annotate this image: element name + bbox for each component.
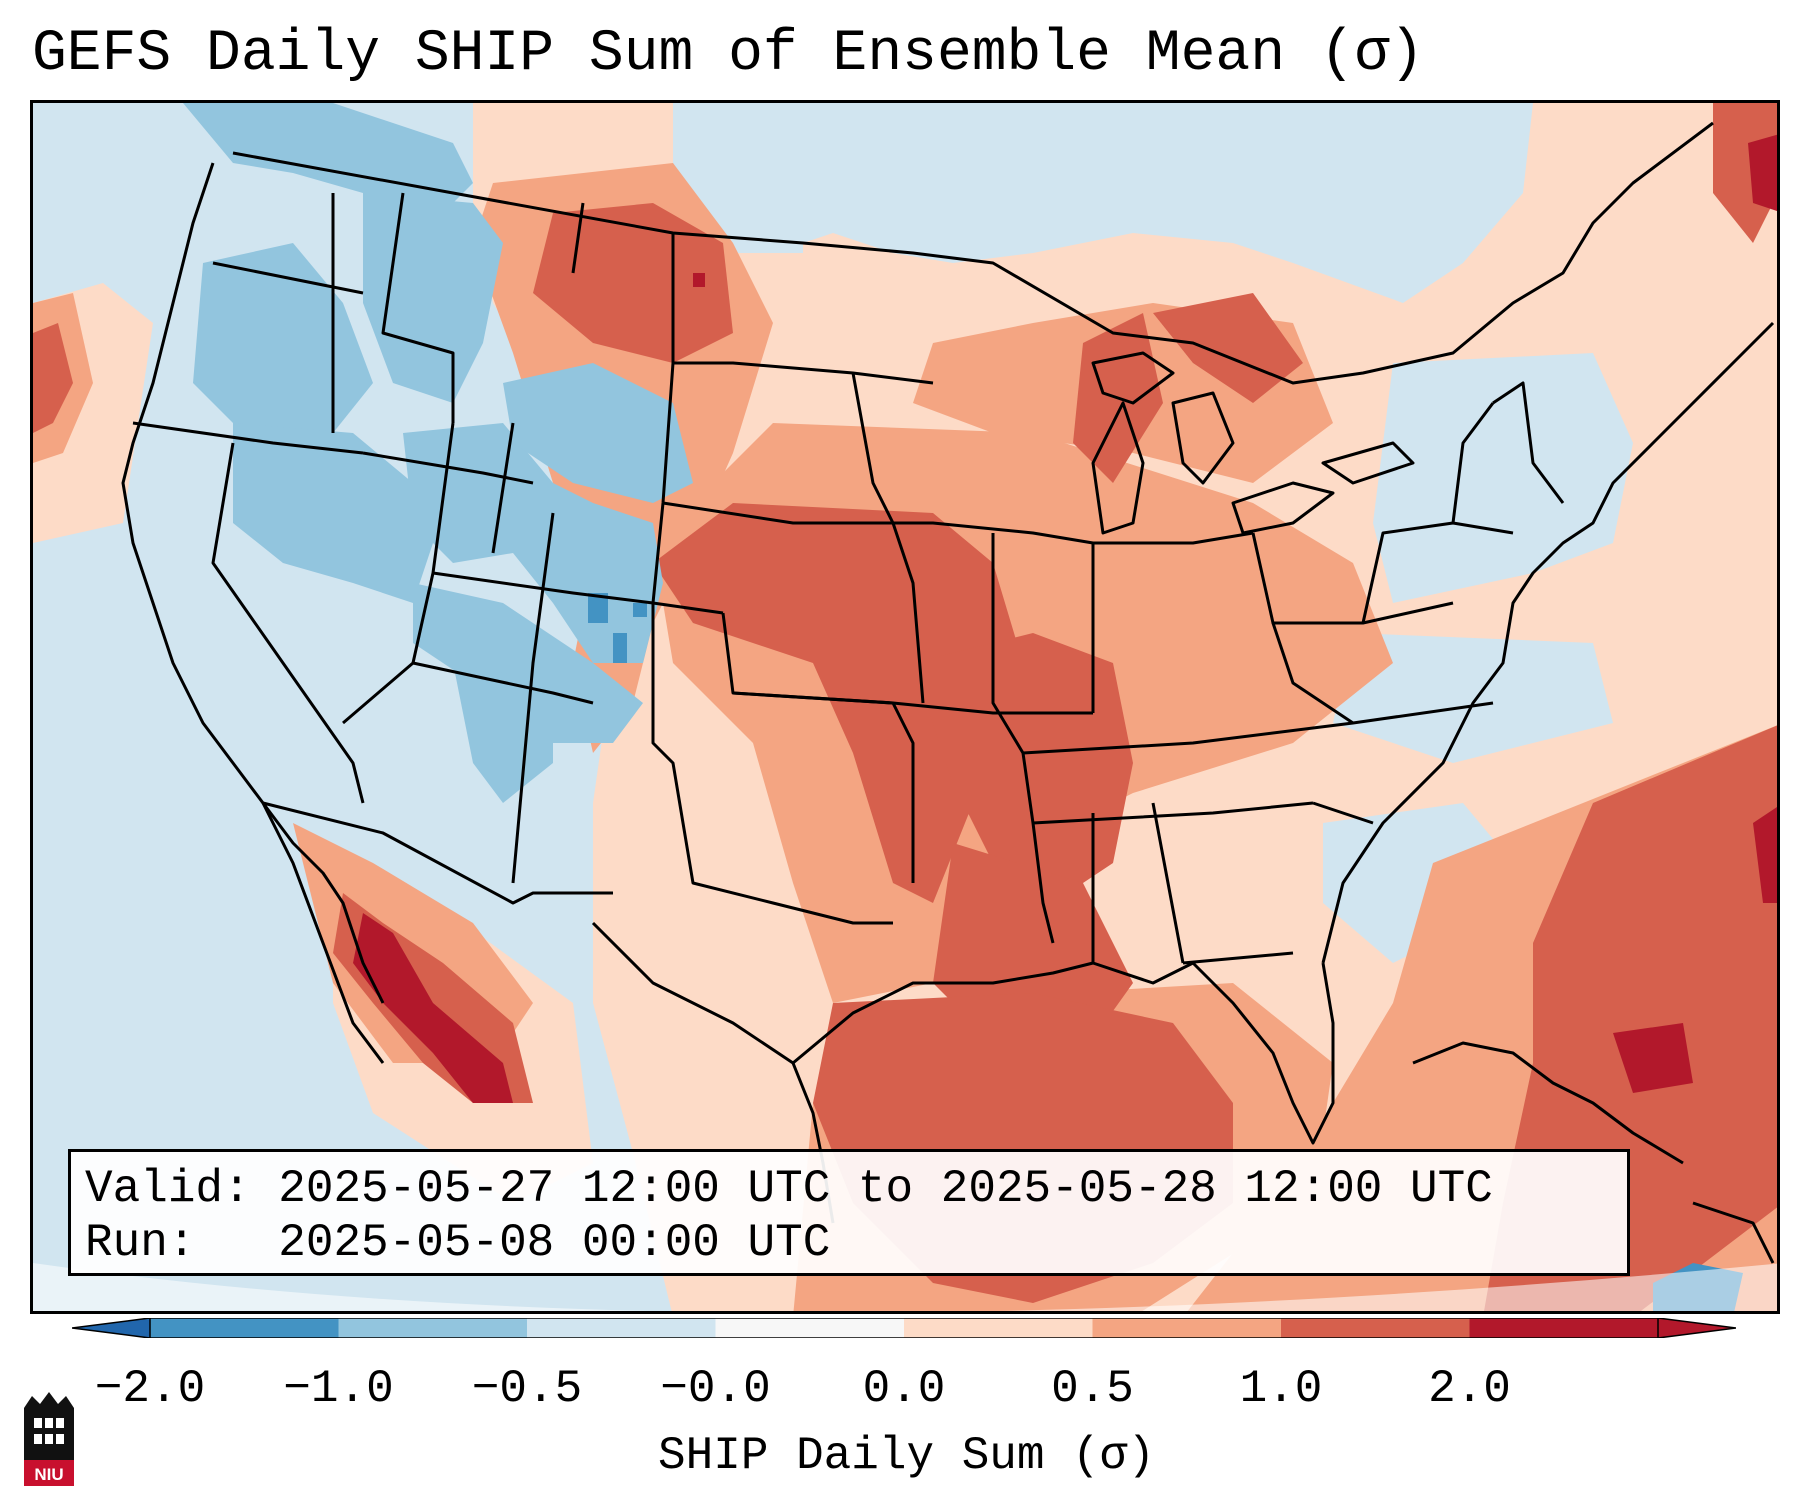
colorbar-tick-label: 0.0 [862, 1363, 946, 1415]
valid-run-info-box: Valid: 2025-05-27 12:00 UTC to 2025-05-2… [68, 1149, 1630, 1276]
colorbar-tick-label: −1.0 [283, 1363, 394, 1415]
colorbar-outline [149, 1318, 1659, 1338]
run-time-line: Run: 2025-05-08 00:00 UTC [85, 1217, 831, 1269]
niu-logo: NIU [24, 1392, 74, 1486]
colorbar-segment [1281, 1318, 1470, 1338]
colorbar-label: SHIP Daily Sum (σ) [658, 1430, 1155, 1482]
colorbar-tick-label: −0.5 [471, 1363, 583, 1415]
anomaly-moderate-negative [183, 103, 693, 803]
colorbar-tick-label: 2.0 [1428, 1363, 1511, 1415]
colorbar-tick-label: −2.0 [94, 1363, 206, 1415]
logo-lettering: NIU [34, 1465, 63, 1484]
colorbar-segment [338, 1318, 528, 1338]
colorbar-segment [1469, 1318, 1659, 1338]
colorbar-segment [527, 1318, 716, 1338]
ship-anomaly-map [33, 103, 1777, 1311]
map-panel [30, 100, 1780, 1314]
valid-time-line: Valid: 2025-05-27 12:00 UTC to 2025-05-2… [85, 1163, 1493, 1215]
colorbar [72, 1318, 1736, 1338]
colorbar-tick-label: −0.0 [660, 1363, 771, 1415]
colorbar-segment [715, 1318, 905, 1338]
colorbar-segment [904, 1318, 1093, 1338]
colorbar-extend-low [72, 1318, 150, 1338]
colorbar-tick-label: 1.0 [1239, 1363, 1323, 1415]
colorbar-tick-label: 0.5 [1051, 1363, 1134, 1415]
colorbar-low-outline [72, 1318, 151, 1338]
colorbar-extend-high [1658, 1318, 1736, 1338]
anomaly-extreme-positive [353, 134, 1777, 1103]
colorbar-high-outline [1657, 1318, 1736, 1338]
colorbar-segments [150, 1318, 1659, 1338]
colorbar-segment [1092, 1318, 1282, 1338]
colorbar-segment [150, 1318, 339, 1338]
chart-title: GEFS Daily SHIP Sum of Ensemble Mean (σ) [32, 22, 1425, 87]
projection-edge [33, 1263, 1777, 1311]
